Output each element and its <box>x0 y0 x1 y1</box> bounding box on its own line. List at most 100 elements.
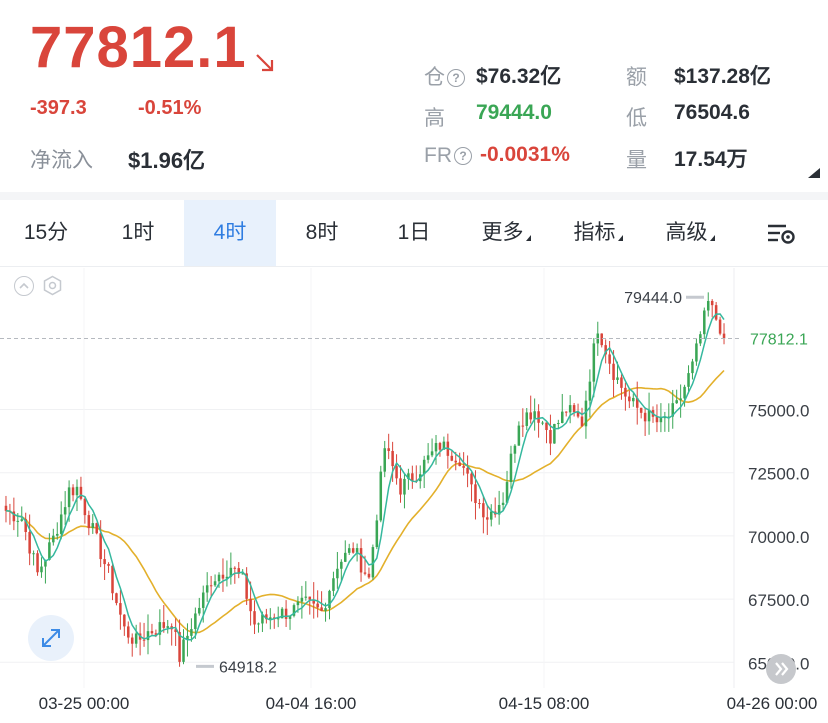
candle-body <box>588 381 592 401</box>
high-value: 79444.0 <box>476 101 552 124</box>
tab-indicators-label: 指标 <box>573 221 616 244</box>
candle <box>123 614 126 636</box>
scroll-latest-button[interactable] <box>766 654 796 684</box>
candle-body <box>624 387 627 397</box>
candle-body <box>391 450 394 467</box>
question-icon[interactable]: ? <box>454 147 472 165</box>
tab-8h[interactable]: 8时 <box>305 221 339 244</box>
candle-body <box>454 460 458 463</box>
candle <box>336 551 339 589</box>
candle <box>233 566 237 584</box>
candle <box>687 365 690 394</box>
candlestick-chart[interactable]: 75000.072500.070000.067500.065000.003-25… <box>0 268 828 718</box>
candle-body <box>612 363 615 380</box>
candle <box>103 549 106 581</box>
candle-body <box>300 597 304 602</box>
candle-body <box>541 422 544 424</box>
candle <box>320 591 323 612</box>
candle <box>182 629 185 665</box>
question-icon[interactable]: ? <box>447 69 465 87</box>
tab-1h[interactable]: 1时 <box>121 221 155 244</box>
candle-body <box>52 535 55 543</box>
candle <box>411 465 414 489</box>
open-interest-label[interactable]: 仓? <box>424 61 465 91</box>
tab-more[interactable]: 更多 <box>460 200 552 266</box>
candle-body <box>355 548 359 553</box>
candle-body <box>691 361 694 374</box>
candle <box>237 562 241 579</box>
candle-body <box>632 397 635 402</box>
chart-settings-icon[interactable] <box>766 221 796 245</box>
candle-body <box>545 422 548 431</box>
open-interest-value: $76.32亿 <box>476 65 562 88</box>
candle <box>493 497 497 518</box>
candle-body <box>261 614 264 624</box>
candle-body <box>722 333 726 339</box>
candle <box>59 501 63 540</box>
candle-body <box>458 462 461 467</box>
tab-1d[interactable]: 1日 <box>397 221 431 244</box>
candle <box>44 559 47 584</box>
caret-icon <box>709 235 715 241</box>
candle-body <box>529 412 532 420</box>
candle-body <box>284 608 288 619</box>
candle-body <box>304 596 308 598</box>
candle <box>300 585 304 619</box>
candle <box>95 522 98 535</box>
candle <box>703 307 706 340</box>
candle-body <box>422 459 426 475</box>
candle <box>399 465 402 503</box>
candle-body <box>340 561 343 569</box>
volume-value: 17.54万 <box>674 148 748 171</box>
candle-body <box>572 405 576 413</box>
candle-body <box>44 559 47 567</box>
candle-body <box>225 576 229 579</box>
chevron-right-icon <box>775 662 789 676</box>
tab-4h[interactable]: 4时 <box>184 200 276 266</box>
candle <box>568 395 572 424</box>
candle <box>446 433 450 469</box>
candle <box>87 510 91 536</box>
candle <box>434 435 438 465</box>
candle <box>229 552 233 585</box>
candle-body <box>134 633 138 644</box>
candle-body <box>604 345 607 355</box>
candle-body <box>87 515 91 529</box>
price-change-pct: -0.51% <box>138 97 202 119</box>
candle <box>340 559 343 581</box>
candle-body <box>123 614 126 627</box>
candle <box>40 557 43 578</box>
candle-body <box>312 599 315 604</box>
candle <box>632 393 635 407</box>
hexagon-settings-icon[interactable] <box>42 275 63 296</box>
candle-body <box>557 423 560 425</box>
candle-body <box>229 567 233 577</box>
candle <box>383 440 386 478</box>
tab-indicators[interactable]: 指标 <box>552 200 644 266</box>
candle <box>403 474 406 509</box>
candle <box>32 550 35 566</box>
candle <box>438 441 442 457</box>
price-chart[interactable]: 75000.072500.070000.067500.065000.003-25… <box>0 268 828 718</box>
tab-advanced[interactable]: 高级 <box>644 200 736 266</box>
candle <box>209 575 213 597</box>
candle <box>130 633 134 657</box>
candle-body <box>95 523 98 534</box>
high-marker-label: 79444.0 <box>624 290 682 307</box>
candle-body <box>182 639 185 662</box>
candle-body <box>269 617 272 620</box>
collapse-up-icon[interactable] <box>14 276 34 296</box>
funding-rate-label[interactable]: FR? <box>424 144 472 168</box>
candle <box>245 567 248 605</box>
candle-body <box>659 417 663 423</box>
candle-body <box>63 507 67 515</box>
candle-body <box>28 532 31 554</box>
candle-body <box>253 611 256 625</box>
candle <box>572 402 576 417</box>
expand-button[interactable] <box>28 615 74 661</box>
candle-body <box>517 425 521 446</box>
collapse-corner-icon[interactable] <box>806 168 820 178</box>
tab-15m[interactable]: 15分 <box>23 221 69 244</box>
candle-body <box>655 416 659 423</box>
candle-body <box>71 487 75 496</box>
